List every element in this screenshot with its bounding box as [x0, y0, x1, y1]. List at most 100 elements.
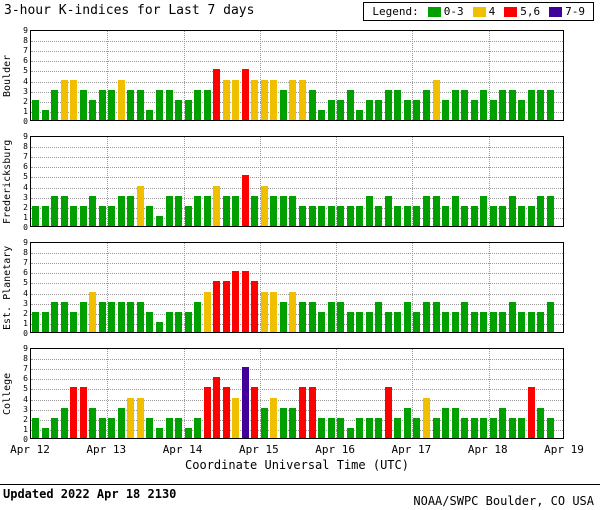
x-tick-label: Apr 14 — [162, 443, 203, 456]
h-gridline — [31, 419, 563, 421]
k-bar — [260, 291, 268, 332]
k-bar — [270, 397, 278, 438]
k-bar — [146, 311, 154, 332]
day-gridline — [336, 31, 338, 120]
h-gridline — [31, 71, 563, 73]
legend-item-label: 5,6 — [520, 5, 541, 18]
k-bar — [451, 311, 459, 332]
day-gridline — [488, 243, 490, 332]
h-gridline — [31, 369, 563, 371]
k-bar — [480, 417, 488, 438]
k-bar — [508, 417, 516, 438]
k-bar — [461, 89, 469, 120]
k-bar — [41, 205, 49, 226]
k-bar — [98, 301, 106, 332]
k-bar — [518, 205, 526, 226]
k-bar — [127, 397, 135, 438]
k-bar — [394, 89, 402, 120]
k-bar — [337, 99, 345, 120]
k-bar — [356, 311, 364, 332]
h-gridline — [31, 379, 563, 381]
y-tick-label: 7 — [23, 152, 28, 162]
h-gridline — [31, 293, 563, 295]
k-bar — [213, 281, 221, 332]
k-bar — [79, 205, 87, 226]
legend-item: 4 — [472, 5, 495, 18]
h-gridline — [31, 207, 563, 209]
panel-boulder — [30, 30, 564, 121]
k-bar — [518, 417, 526, 438]
k-bar — [41, 311, 49, 332]
k-bar — [461, 301, 469, 332]
k-bar — [422, 301, 430, 332]
k-bar — [251, 281, 259, 332]
y-tick-label: 5 — [23, 384, 28, 394]
k-bar — [279, 195, 287, 226]
k-bar — [89, 407, 97, 438]
k-bar — [308, 301, 316, 332]
y-tick-label: 4 — [23, 182, 28, 192]
k-bar — [508, 301, 516, 332]
k-bar — [289, 407, 297, 438]
x-tick-label: Apr 13 — [86, 443, 127, 456]
y-tick-label: 9 — [23, 238, 28, 247]
y-tick-label: 2 — [23, 414, 28, 424]
x-tick-label: Apr 18 — [467, 443, 508, 456]
k-bar — [194, 195, 202, 226]
k-bar — [222, 387, 230, 438]
k-bar — [384, 89, 392, 120]
k-bar — [318, 205, 326, 226]
y-tick-label: 3 — [23, 192, 28, 202]
k-bar — [527, 311, 535, 332]
legend-label: Legend: — [372, 5, 419, 18]
day-gridline — [107, 31, 109, 120]
k-bar — [127, 195, 135, 226]
h-gridline — [31, 197, 563, 199]
k-bar — [175, 99, 183, 120]
k-bar — [299, 301, 306, 332]
panel-fredericksburg — [30, 136, 564, 227]
k-bar — [422, 195, 430, 226]
k-bar — [499, 407, 507, 438]
k-bar — [403, 407, 411, 438]
day-gridline — [183, 243, 185, 332]
h-gridline — [31, 273, 563, 275]
k-bar — [146, 205, 154, 226]
k-bar — [70, 387, 78, 438]
k-bar — [403, 99, 411, 120]
k-bar — [251, 387, 259, 438]
day-gridline — [412, 243, 414, 332]
k-bar — [146, 417, 154, 438]
day-gridline — [336, 243, 338, 332]
k-bar — [365, 99, 373, 120]
k-bar — [508, 195, 516, 226]
k-bar — [289, 291, 297, 332]
k-bar — [108, 205, 116, 226]
x-tick-label: Apr 16 — [315, 443, 356, 456]
h-gridline — [31, 313, 563, 315]
k-bar — [537, 407, 545, 438]
k-bar — [70, 79, 78, 120]
k-bar — [346, 427, 354, 438]
k-bar — [136, 89, 144, 120]
k-bar — [499, 311, 507, 332]
k-bar — [394, 205, 402, 226]
k-bar — [432, 79, 440, 120]
k-bar — [537, 89, 545, 120]
k-bar — [60, 195, 68, 226]
k-bar — [232, 195, 240, 226]
k-bar — [127, 89, 135, 120]
panel-college — [30, 348, 564, 439]
k-bar — [51, 89, 59, 120]
k-bar — [527, 205, 535, 226]
y-tick-label: 2 — [23, 96, 28, 106]
k-bar — [51, 195, 59, 226]
day-gridline — [488, 349, 490, 438]
k-bar — [51, 301, 59, 332]
k-bar — [432, 195, 440, 226]
k-bar — [184, 427, 192, 438]
k-bar — [432, 301, 440, 332]
y-tick-label: 0 — [23, 329, 28, 338]
k-bar — [470, 311, 478, 332]
k-bar — [356, 109, 364, 120]
